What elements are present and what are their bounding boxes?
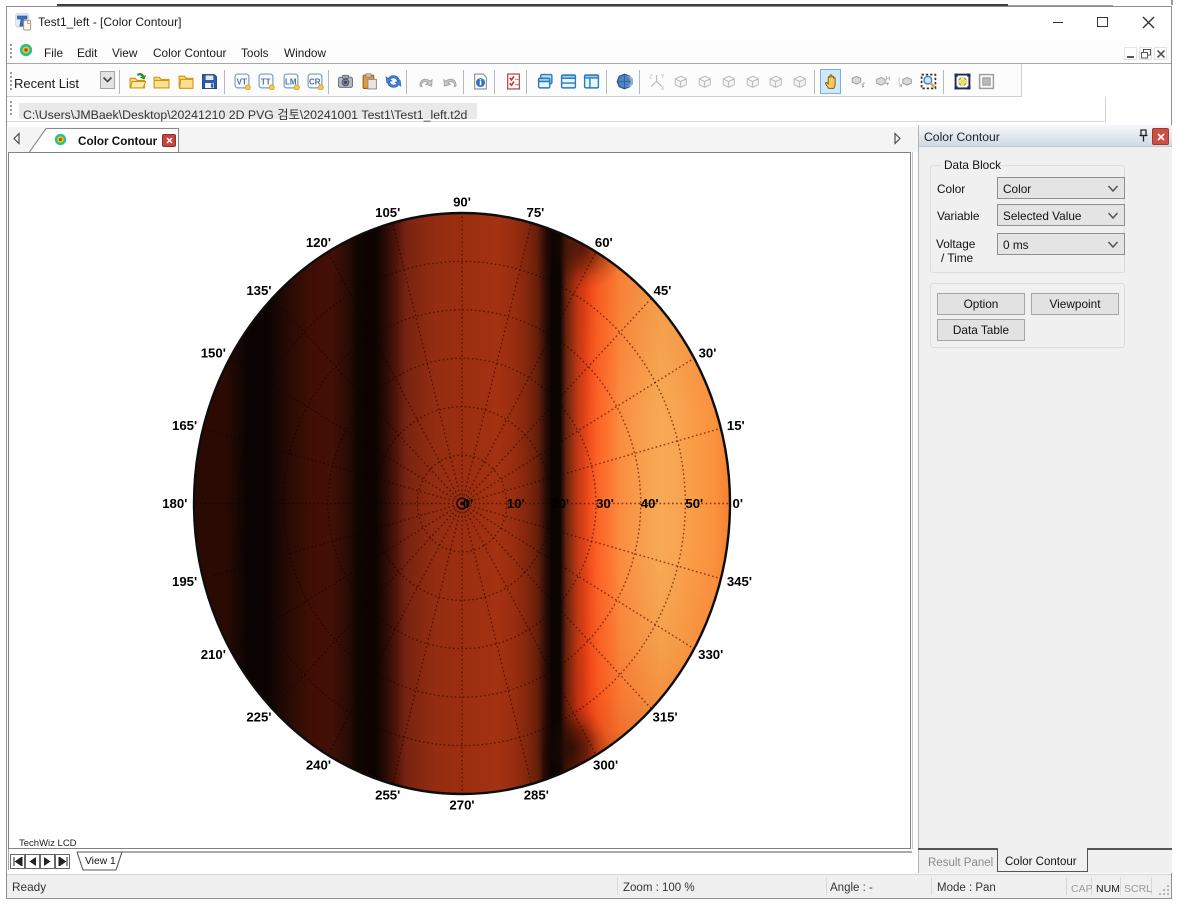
svg-text:345': 345': [727, 574, 752, 589]
svg-text:255': 255': [375, 787, 400, 802]
svg-text:180': 180': [162, 496, 187, 511]
svg-text:TT: TT: [261, 78, 271, 87]
svg-text:20': 20': [551, 496, 569, 511]
svg-text:45': 45': [654, 283, 672, 298]
svg-text:30': 30': [699, 345, 717, 360]
svg-text:40': 40': [641, 496, 659, 511]
svg-text:330': 330': [698, 647, 723, 662]
svg-text:10': 10': [507, 496, 525, 511]
svg-text:60': 60': [595, 235, 613, 250]
svg-text:225': 225': [246, 709, 271, 724]
svg-text:210': 210': [201, 647, 226, 662]
svg-text:120': 120': [306, 235, 331, 250]
svg-text:0': 0': [463, 496, 473, 511]
svg-text:165': 165': [172, 418, 197, 433]
svg-text:300': 300': [593, 757, 618, 772]
svg-text:50': 50': [685, 496, 703, 511]
svg-text:105': 105': [375, 205, 400, 220]
svg-text:315': 315': [653, 709, 678, 724]
svg-text:CR: CR: [309, 78, 321, 87]
svg-text:240': 240': [306, 757, 331, 772]
svg-text:90': 90': [453, 195, 471, 210]
svg-text:195': 195': [172, 574, 197, 589]
svg-text:VT: VT: [237, 78, 247, 87]
svg-text:75': 75': [526, 205, 544, 220]
svg-text:135': 135': [246, 283, 271, 298]
svg-text:285': 285': [524, 787, 549, 802]
svg-text:LM: LM: [285, 78, 297, 87]
svg-text:270': 270': [449, 798, 474, 813]
svg-text:0': 0': [733, 496, 743, 511]
svg-text:15': 15': [727, 418, 745, 433]
svg-text:30': 30': [596, 496, 614, 511]
svg-text:150': 150': [201, 345, 226, 360]
